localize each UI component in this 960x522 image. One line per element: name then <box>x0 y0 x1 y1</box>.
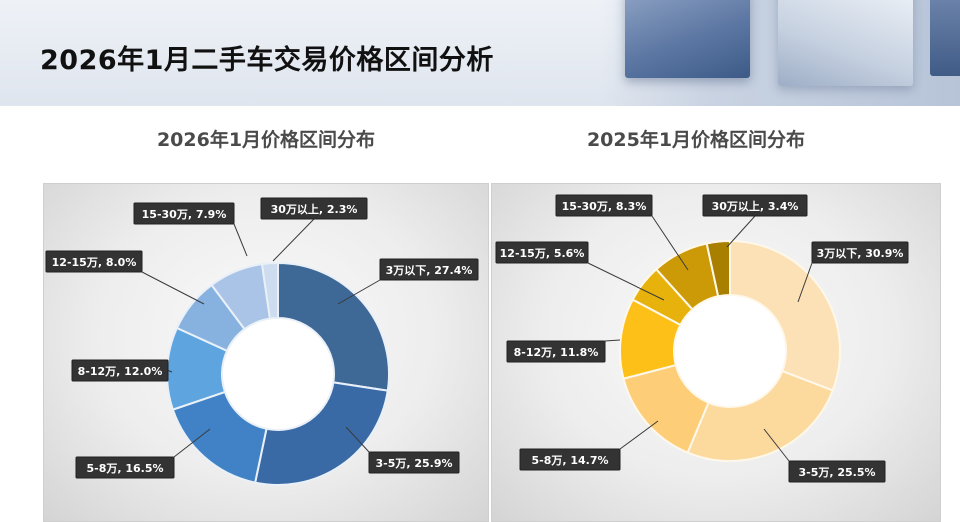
data-label-box-2025-4 <box>495 241 589 264</box>
chart-title-2025: 2025年1月价格区间分布 <box>586 129 806 151</box>
data-label-box-2025-0 <box>811 241 909 264</box>
leader-line-2026-2 <box>173 428 211 458</box>
donut-hole-2026 <box>223 319 333 429</box>
data-label-box-2025-5 <box>555 194 653 217</box>
data-label-2026-0: 3万以下, 27.4% <box>386 264 473 277</box>
data-label-2026-6: 30万以上, 2.3% <box>271 202 358 216</box>
chart-panel-2025: 3万以下, 30.9% 3-5万, 25.5% 5-8万, 14.7% 8-12万, … <box>491 183 941 522</box>
leader-line-2025-4 <box>587 262 665 301</box>
data-label-box-2026-2 <box>75 456 175 479</box>
data-label-box-2025-3 <box>506 340 606 363</box>
leader-line-2025-5 <box>651 215 689 271</box>
leader-line-2025-6 <box>726 215 756 248</box>
data-label-box-2026-6 <box>260 197 368 220</box>
data-label-2026-1: 3-5万, 25.9% <box>375 457 452 470</box>
data-label-2025-3: 8-12万, 11.8% <box>514 346 599 359</box>
data-label-2025-1: 3-5万, 25.5% <box>798 466 875 479</box>
data-label-box-2026-5 <box>133 202 235 225</box>
leader-line-2026-3 <box>167 370 173 373</box>
slice-2026-0 <box>277 261 390 392</box>
leader-line-2025-1 <box>763 428 790 462</box>
data-label-2025-0: 3万以下, 30.9% <box>817 247 904 260</box>
data-label-box-2026-4 <box>45 250 143 273</box>
data-label-2025-4: 12-15万, 5.6% <box>500 247 585 260</box>
data-label-box-2025-2 <box>519 448 621 471</box>
data-label-2026-5: 15-30万, 7.9% <box>142 208 227 221</box>
data-label-box-2025-1 <box>788 460 886 483</box>
decor-cube-dark <box>625 0 750 78</box>
slice-2025-1 <box>686 369 834 462</box>
data-label-2026-3: 8-12万, 12.0% <box>78 365 163 378</box>
donut-chart-2025: 3万以下, 30.9% 3-5万, 25.5% 5-8万, 14.7% 8-12万, … <box>495 194 909 483</box>
decor-cube-light <box>778 0 913 86</box>
decor-cube-edge <box>930 0 960 76</box>
leader-line-2026-6 <box>272 218 315 262</box>
data-label-2025-6: 30万以上, 3.4% <box>712 199 799 213</box>
leader-line-2025-2 <box>619 420 659 450</box>
leader-line-2026-0 <box>337 279 381 305</box>
slice-2026-6 <box>260 261 279 320</box>
donut-hole-2025 <box>675 296 785 406</box>
slice-2025-6 <box>705 239 731 298</box>
data-label-box-2026-0 <box>379 258 479 281</box>
leader-line-2025-3 <box>604 339 621 342</box>
data-label-2026-2: 5-8万, 16.5% <box>86 462 163 475</box>
header-banner: 2026年1月二手车交易价格区间分析 <box>0 0 960 106</box>
data-label-2025-5: 15-30万, 8.3% <box>562 200 647 213</box>
data-label-2026-4: 12-15万, 8.0% <box>52 256 137 269</box>
page-title: 2026年1月二手车交易价格区间分析 <box>40 45 494 76</box>
chart-title-2026: 2026年1月价格区间分布 <box>156 129 376 151</box>
slice-2025-0 <box>729 239 841 392</box>
chart-panel-2026: 3万以下, 27.4% 3-5万, 25.9% 5-8万, 16.5% 8-12万, … <box>43 183 489 522</box>
data-label-box-2026-3 <box>71 359 169 382</box>
slice-2026-1 <box>253 381 389 486</box>
donut-chart-2026: 3万以下, 27.4% 3-5万, 25.9% 5-8万, 16.5% 8-12万, … <box>45 197 479 486</box>
data-label-box-2026-1 <box>368 451 460 474</box>
leader-line-2026-5 <box>233 223 248 257</box>
data-label-box-2025-6 <box>702 194 808 217</box>
leader-line-2026-4 <box>141 271 205 305</box>
data-label-2025-2: 5-8万, 14.7% <box>531 454 608 467</box>
leader-line-2026-1 <box>345 426 370 453</box>
leader-line-2025-0 <box>797 262 813 303</box>
